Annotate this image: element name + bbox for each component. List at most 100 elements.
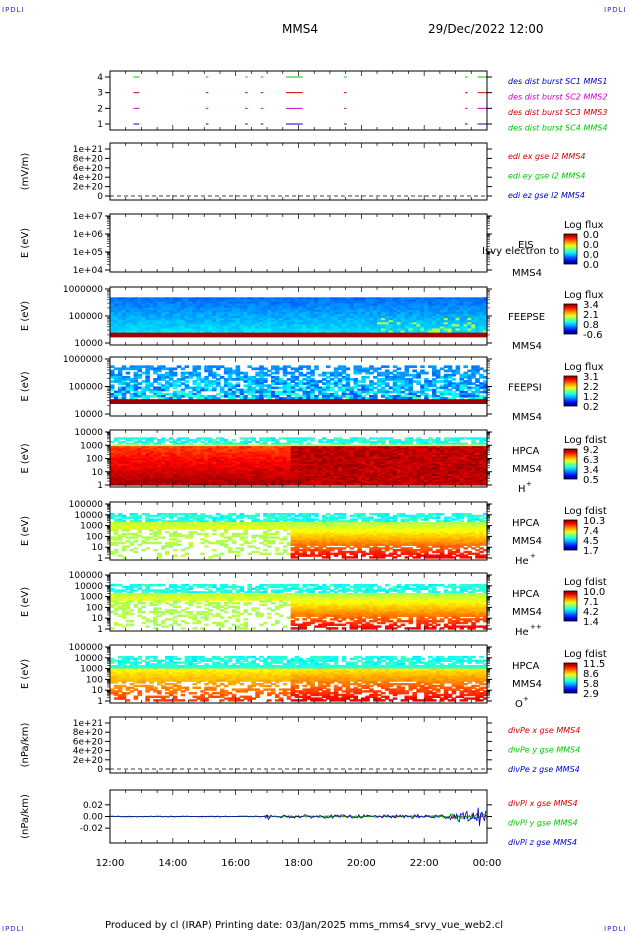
heatmap-cell xyxy=(172,456,178,460)
heatmap-cell xyxy=(314,301,319,305)
heatmap-cell xyxy=(216,320,221,323)
heatmap-cell xyxy=(133,371,139,375)
heatmap-cell xyxy=(208,384,213,388)
heatmap-cell xyxy=(204,472,209,475)
heatmap-cell xyxy=(216,458,221,461)
heatmap-cell xyxy=(184,483,190,486)
heatmap-cell xyxy=(200,467,205,470)
heatmap-cell xyxy=(400,322,406,325)
heatmap-cell xyxy=(219,451,225,454)
spacecraft-label: MMS4 xyxy=(512,412,542,423)
heatmap-cell xyxy=(416,313,421,317)
heatmap-cell xyxy=(392,386,398,390)
heatmap-cell xyxy=(208,446,213,449)
heatmap-cell xyxy=(227,462,233,465)
heatmap-cell xyxy=(200,322,205,325)
heatmap-cell xyxy=(259,474,264,477)
heatmap-cell xyxy=(184,456,190,460)
heatmap-cell xyxy=(251,467,256,470)
heatmap-cell xyxy=(416,318,421,321)
heatmap-cell xyxy=(172,401,178,405)
heatmap-cell xyxy=(113,378,119,381)
heatmap-cell xyxy=(424,307,429,311)
heatmap-cell xyxy=(451,307,457,311)
heatmap-cell xyxy=(176,401,182,405)
heatmap-cell xyxy=(267,394,272,398)
heatmap-cell xyxy=(263,332,268,336)
heatmap-cell xyxy=(274,378,280,381)
heatmap-cell xyxy=(294,313,300,317)
heatmap-cell xyxy=(263,483,268,486)
heatmap-cell xyxy=(184,371,190,375)
heatmap-cell xyxy=(341,378,347,381)
heatmap-cell xyxy=(271,449,276,453)
heatmap-cell xyxy=(145,451,150,454)
heatmap-cell xyxy=(113,463,119,467)
heatmap-cell xyxy=(157,375,162,379)
heatmap-cell xyxy=(129,332,135,336)
heatmap-cell xyxy=(286,330,292,334)
heatmap-cell xyxy=(467,378,472,381)
heatmap-cell xyxy=(168,297,174,300)
heatmap-cell xyxy=(129,392,135,396)
heatmap-cell xyxy=(314,483,319,486)
heatmap-cell xyxy=(172,382,178,385)
heatmap-cell xyxy=(239,447,245,451)
heatmap-cell xyxy=(235,460,241,463)
heatmap-cell xyxy=(113,394,119,398)
heatmap-cell xyxy=(298,477,304,481)
heatmap-cell xyxy=(318,440,323,444)
heatmap-cell xyxy=(117,305,123,309)
heatmap-cell xyxy=(333,380,339,383)
heatmap-cell xyxy=(255,462,260,465)
heatmap-cell xyxy=(212,328,217,332)
heatmap-cell xyxy=(133,324,139,327)
heatmap-cell xyxy=(318,481,323,484)
heatmap-cell xyxy=(282,332,288,336)
heatmap-cell xyxy=(396,303,402,307)
heatmap-cell xyxy=(274,334,280,338)
heatmap-cell xyxy=(428,303,433,307)
heatmap-cell xyxy=(404,386,410,390)
heatmap-cell xyxy=(353,313,359,317)
heatmap-cell xyxy=(255,474,260,477)
heatmap-cell xyxy=(333,371,339,375)
heatmap-cell xyxy=(318,451,323,454)
heatmap-cell xyxy=(392,365,398,369)
heatmap-cell xyxy=(278,316,284,319)
heatmap-cell xyxy=(298,463,304,467)
heatmap-cell xyxy=(251,444,256,447)
heatmap-cell xyxy=(483,303,488,307)
heatmap-cell xyxy=(263,326,268,330)
heatmap-cell xyxy=(204,454,209,458)
heatmap-cell xyxy=(168,369,174,373)
heatmap-cell xyxy=(251,458,256,461)
heatmap-cell xyxy=(137,439,143,442)
heatmap-cell xyxy=(278,454,284,458)
heatmap-cell xyxy=(235,326,241,330)
heatmap-cell xyxy=(223,305,229,309)
heatmap-cell xyxy=(396,378,402,381)
heatmap-cell xyxy=(404,307,410,311)
heatmap-cell xyxy=(219,401,225,405)
heatmap-cell xyxy=(192,401,197,405)
heatmap-cell xyxy=(274,313,280,317)
heatmap-cell xyxy=(377,305,382,309)
heatmap-cell xyxy=(121,320,127,323)
heatmap-cell xyxy=(235,449,241,453)
heatmap-cell xyxy=(227,479,233,483)
heatmap-cell xyxy=(263,437,268,440)
heatmap-cell xyxy=(318,465,323,468)
heatmap-cell xyxy=(263,307,268,311)
heatmap-cell xyxy=(125,378,131,381)
heatmap-cell xyxy=(294,483,300,486)
heatmap-cell xyxy=(200,449,205,453)
heatmap-cell xyxy=(392,399,398,402)
heatmap-cell xyxy=(286,390,292,394)
heatmap-cell xyxy=(243,456,249,460)
heatmap-cell xyxy=(294,305,300,309)
heatmap-cell xyxy=(435,390,441,394)
heatmap-cell xyxy=(325,477,331,481)
heatmap-cell xyxy=(294,463,300,467)
heatmap-cell xyxy=(377,326,382,330)
